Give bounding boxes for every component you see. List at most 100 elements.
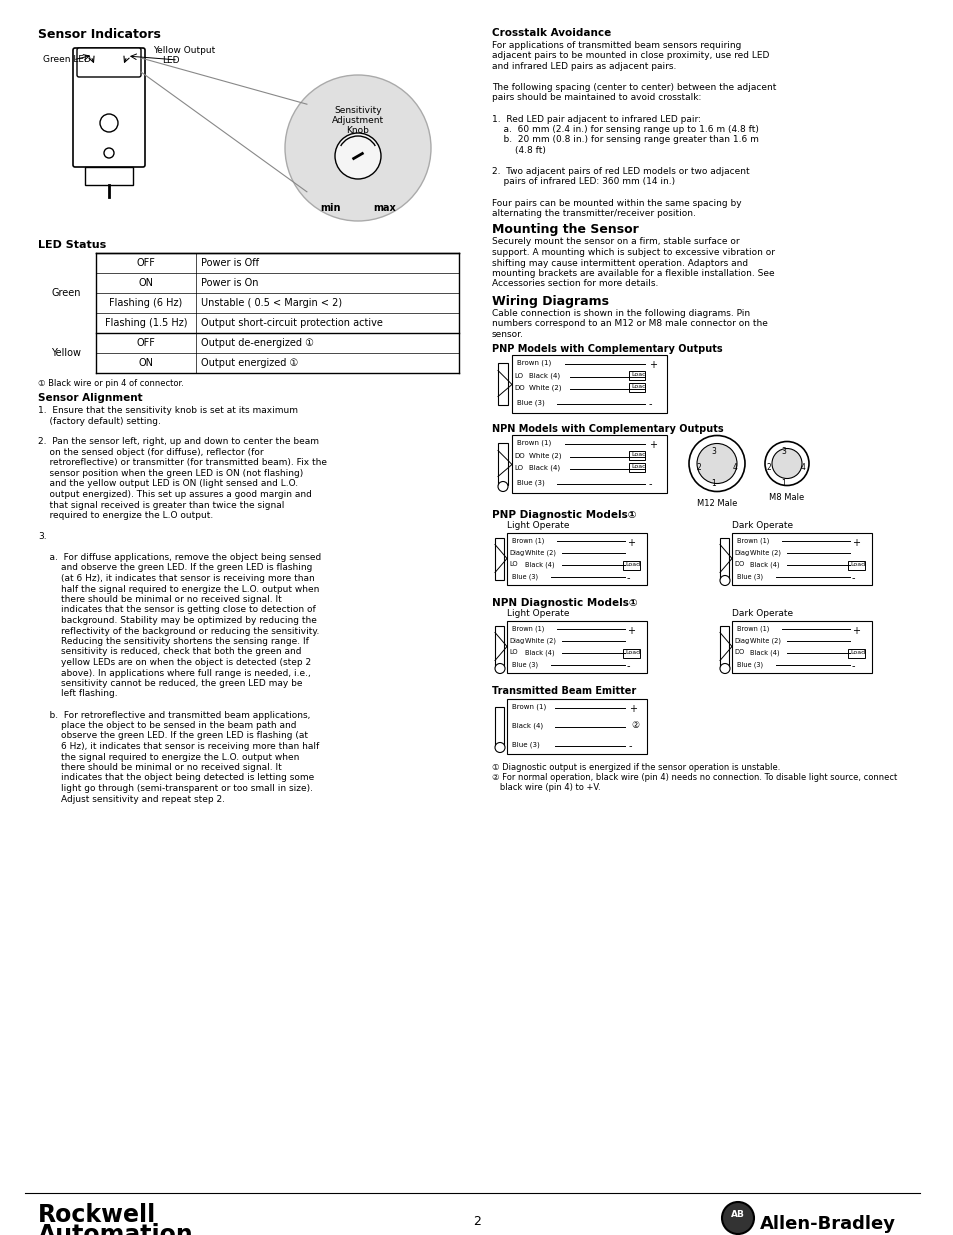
Text: indicates that the sensor is getting close to detection of: indicates that the sensor is getting clo… <box>38 605 315 615</box>
Text: 3.: 3. <box>38 532 47 541</box>
Text: Brown (1): Brown (1) <box>517 440 551 446</box>
Text: -: - <box>851 573 855 583</box>
Text: pairs of infrared LED: 360 mm (14 in.): pairs of infrared LED: 360 mm (14 in.) <box>492 178 675 186</box>
Text: 2.  Pan the sensor left, right, up and down to center the beam: 2. Pan the sensor left, right, up and do… <box>38 437 318 447</box>
Text: PNP Diagnostic Models①: PNP Diagnostic Models① <box>492 510 636 520</box>
Text: White (2): White (2) <box>524 637 556 643</box>
Text: place the object to be sensed in the beam path and: place the object to be sensed in the bea… <box>38 721 296 730</box>
Text: max: max <box>373 203 395 212</box>
Text: Accessories section for more details.: Accessories section for more details. <box>492 279 658 289</box>
Text: Load: Load <box>849 562 864 567</box>
FancyBboxPatch shape <box>73 48 145 167</box>
Text: Cable connection is shown in the following diagrams. Pin: Cable connection is shown in the followi… <box>492 309 749 317</box>
Text: Diag: Diag <box>733 637 748 643</box>
Text: Diag: Diag <box>509 637 524 643</box>
Bar <box>720 537 728 579</box>
Text: Brown (1): Brown (1) <box>512 537 544 543</box>
Text: -: - <box>648 399 652 410</box>
Circle shape <box>495 663 504 673</box>
Text: For applications of transmitted beam sensors requiring: For applications of transmitted beam sen… <box>492 41 740 49</box>
Bar <box>628 383 644 391</box>
Text: 4: 4 <box>800 463 804 473</box>
Text: Load: Load <box>630 452 645 457</box>
Text: Load: Load <box>630 372 645 377</box>
Text: 1: 1 <box>781 478 785 488</box>
Text: (4.8 ft): (4.8 ft) <box>492 146 545 156</box>
Circle shape <box>104 148 113 158</box>
Text: Rockwell: Rockwell <box>38 1203 156 1228</box>
Text: Blue (3): Blue (3) <box>512 741 539 748</box>
Text: Black (4): Black (4) <box>749 650 779 656</box>
Text: shifting may cause intermittent operation. Adaptors and: shifting may cause intermittent operatio… <box>492 258 747 268</box>
Bar <box>731 532 871 584</box>
Text: and the yellow output LED is ON (light sensed and L.O.: and the yellow output LED is ON (light s… <box>38 479 297 489</box>
Text: Unstable ( 0.5 < Margin < 2): Unstable ( 0.5 < Margin < 2) <box>201 298 342 308</box>
Text: yellow LEDs are on when the object is detected (step 2: yellow LEDs are on when the object is de… <box>38 658 311 667</box>
Text: Output de-energized ①: Output de-energized ① <box>201 338 314 348</box>
Bar <box>495 706 503 746</box>
Text: sensor.: sensor. <box>492 330 523 338</box>
Text: Power is On: Power is On <box>201 278 258 288</box>
Text: Brown (1): Brown (1) <box>512 704 546 710</box>
Text: Load: Load <box>630 463 645 468</box>
Circle shape <box>495 742 504 752</box>
Text: support. A mounting which is subject to excessive vibration or: support. A mounting which is subject to … <box>492 248 774 257</box>
Text: left flashing.: left flashing. <box>38 689 117 699</box>
Text: light go through (semi-transparent or too small in size).: light go through (semi-transparent or to… <box>38 784 313 793</box>
Text: Blue (3): Blue (3) <box>517 479 544 487</box>
Text: Green: Green <box>51 288 81 298</box>
Bar <box>731 620 871 673</box>
Text: ① Black wire or pin 4 of connector.: ① Black wire or pin 4 of connector. <box>38 379 184 388</box>
Text: AB: AB <box>730 1210 744 1219</box>
Bar <box>506 532 646 584</box>
Text: White (2): White (2) <box>529 384 561 391</box>
Bar <box>495 537 503 579</box>
Text: Sensitivity: Sensitivity <box>334 106 381 115</box>
Circle shape <box>720 576 729 585</box>
Text: Flashing (1.5 Hz): Flashing (1.5 Hz) <box>105 317 187 329</box>
Circle shape <box>771 448 801 478</box>
Text: on the sensed object (for diffuse), reflector (for: on the sensed object (for diffuse), refl… <box>38 448 263 457</box>
Text: Automation: Automation <box>38 1223 193 1235</box>
Text: +: + <box>628 704 637 714</box>
Text: background. Stability may be optimized by reducing the: background. Stability may be optimized b… <box>38 616 316 625</box>
Text: -: - <box>626 662 630 672</box>
Text: LO: LO <box>514 373 522 378</box>
Text: Adjust sensitivity and repeat step 2.: Adjust sensitivity and repeat step 2. <box>38 794 225 804</box>
Bar <box>628 451 644 459</box>
Text: -: - <box>628 741 632 752</box>
Text: Allen-Bradley: Allen-Bradley <box>760 1215 895 1233</box>
Text: Black (4): Black (4) <box>512 722 542 729</box>
Bar <box>506 620 646 673</box>
Bar <box>628 462 644 472</box>
Text: b.  20 mm (0.8 in.) for sensing range greater than 1.6 m: b. 20 mm (0.8 in.) for sensing range gre… <box>492 136 758 144</box>
Text: Blue (3): Blue (3) <box>737 662 762 668</box>
Circle shape <box>688 436 744 492</box>
Text: 3: 3 <box>711 447 716 456</box>
Text: Transmitted Beam Emitter: Transmitted Beam Emitter <box>492 687 636 697</box>
Text: OFF: OFF <box>136 258 155 268</box>
Circle shape <box>720 663 729 673</box>
Text: 1.  Red LED pair adjacent to infrared LED pair:: 1. Red LED pair adjacent to infrared LED… <box>492 115 700 124</box>
Text: pairs should be maintained to avoid crosstalk:: pairs should be maintained to avoid cros… <box>492 94 700 103</box>
Text: a.  For diffuse applications, remove the object being sensed: a. For diffuse applications, remove the … <box>38 553 321 562</box>
Text: +: + <box>648 440 657 450</box>
Text: ① Diagnostic output is energized if the sensor operation is unstable.: ① Diagnostic output is energized if the … <box>492 763 780 773</box>
Text: and infrared LED pairs as adjacent pairs.: and infrared LED pairs as adjacent pairs… <box>492 62 676 70</box>
Bar <box>628 370 644 379</box>
Text: reflectivity of the background or reducing the sensitivity.: reflectivity of the background or reduci… <box>38 626 319 636</box>
Text: 6 Hz), it indicates that sensor is receiving more than half: 6 Hz), it indicates that sensor is recei… <box>38 742 319 751</box>
Text: Mounting the Sensor: Mounting the Sensor <box>492 224 639 236</box>
Text: Flashing (6 Hz): Flashing (6 Hz) <box>110 298 182 308</box>
Text: Black (4): Black (4) <box>529 373 559 379</box>
Text: ON: ON <box>138 358 153 368</box>
Circle shape <box>100 114 118 132</box>
Text: PNP Models with Complementary Outputs: PNP Models with Complementary Outputs <box>492 345 721 354</box>
Text: Sensor Alignment: Sensor Alignment <box>38 393 143 403</box>
Text: 1: 1 <box>711 478 716 488</box>
Text: sensitivity cannot be reduced, the green LED may be: sensitivity cannot be reduced, the green… <box>38 679 302 688</box>
Text: the signal required to energize the L.O. output when: the signal required to energize the L.O.… <box>38 752 299 762</box>
Text: DO: DO <box>733 650 743 656</box>
Text: there should be minimal or no received signal. It: there should be minimal or no received s… <box>38 595 281 604</box>
Bar <box>497 442 507 484</box>
